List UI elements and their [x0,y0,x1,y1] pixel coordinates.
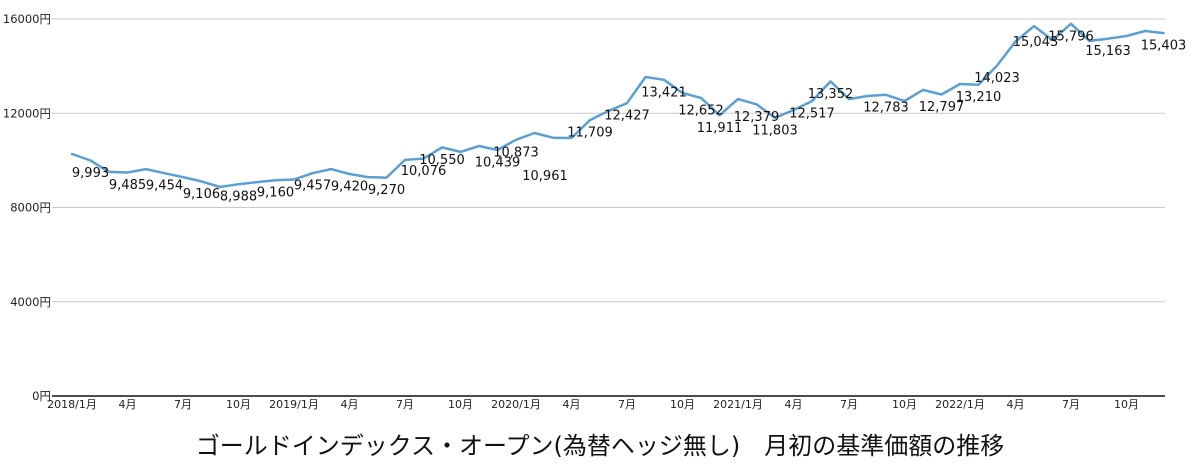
axis-labels: 0円 4000円 8000円 12000円 16000円 2018/1月 4月 7月 10月 20… [3,12,1139,411]
data-label: 12,379 [734,110,780,125]
y-tick-label: 12000円 [3,106,51,120]
x-tick-label: 7月 [840,398,858,411]
x-tick-label: 7月 [618,398,636,411]
x-tick-label: 2021/1月 [713,398,763,411]
x-tick-label: 4月 [563,398,581,411]
x-tick-label: 4月 [1007,398,1025,411]
data-label: 9,160 [257,186,294,201]
x-tick-label: 4月 [785,398,803,411]
data-label: 12,427 [604,109,650,124]
y-tick-label: 4000円 [10,295,51,309]
data-label: 13,210 [956,90,1002,105]
data-label: 9,485 [109,178,146,193]
data-label: 9,993 [72,166,109,181]
x-tick-label: 7月 [174,398,192,411]
data-label: 15,403 [1141,39,1187,54]
x-tick-label: 10月 [670,398,695,411]
data-label: 14,023 [974,71,1020,86]
data-label: 11,911 [697,121,743,136]
x-tick-label: 10月 [226,398,251,411]
data-label: 13,352 [808,87,854,102]
data-label: 13,421 [641,85,687,100]
y-tick-label: 16000円 [3,12,51,26]
gridlines [52,18,1165,397]
y-tick-label: 8000円 [10,201,51,215]
x-tick-label: 10月 [1114,398,1139,411]
x-tick-label: 2022/1月 [935,398,985,411]
x-tick-label: 2019/1月 [269,398,319,411]
data-label: 9,270 [368,183,405,198]
data-label: 10,873 [493,145,539,160]
data-label: 10,550 [419,153,465,168]
chart-title: ゴールドインデックス・オープン(為替ヘッジ無し) 月初の基準価額の推移 [196,432,1005,460]
data-label: 12,652 [678,103,724,118]
x-tick-label: 2020/1月 [491,398,541,411]
x-tick-label: 7月 [396,398,414,411]
y-tick-label: 0円 [32,389,51,403]
data-label: 11,709 [567,126,613,141]
data-label: 10,439 [475,156,521,171]
x-tick-label: 10月 [448,398,473,411]
data-label: 15,163 [1085,44,1131,59]
data-label: 10,961 [522,169,568,184]
series-layer [70,22,1165,189]
data-label: 12,783 [863,100,909,115]
data-label: 15,043 [1013,35,1059,50]
x-tick-label: 7月 [1062,398,1080,411]
data-label: 15,796 [1048,29,1094,44]
data-label: 11,803 [752,123,798,138]
data-label: 9,106 [183,187,220,202]
data-label: 9,454 [146,179,183,194]
data-label: 9,457 [294,179,331,194]
series-line [70,22,1165,189]
x-tick-label: 4月 [341,398,359,411]
data-label: 12,517 [789,107,835,122]
data-label: 9,420 [331,180,368,195]
data-label: 8,988 [220,190,257,205]
data-label: 10,076 [401,164,447,179]
x-tick-label: 10月 [892,398,917,411]
x-tick-label: 4月 [119,398,137,411]
data-label: 12,797 [919,100,965,115]
x-tick-label: 2018/1月 [47,398,97,411]
